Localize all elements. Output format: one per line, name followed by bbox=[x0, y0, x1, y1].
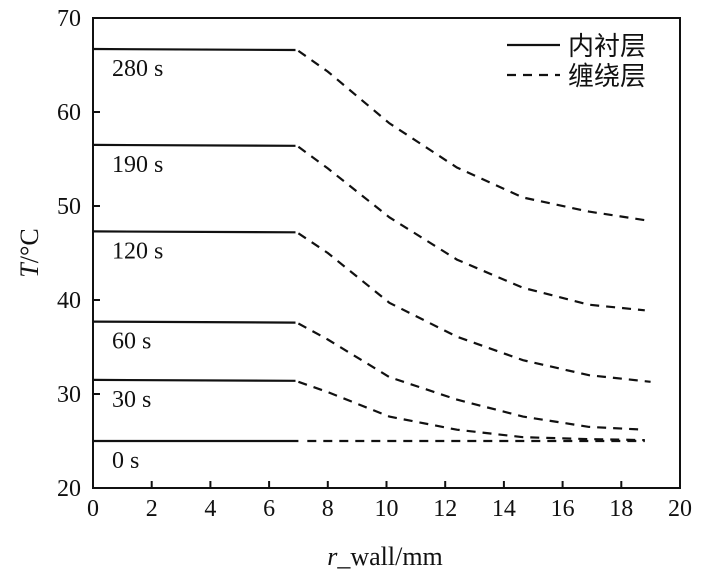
x-tick-label: 8 bbox=[322, 496, 334, 522]
legend: 内衬层 缠绕层 bbox=[507, 32, 646, 92]
lining-layer-line bbox=[92, 143, 296, 147]
x-tick-label: 10 bbox=[375, 496, 399, 522]
winding-layer-line bbox=[297, 232, 651, 383]
winding-layer-line bbox=[297, 145, 645, 312]
y-tick-label: 70 bbox=[57, 6, 81, 32]
curve-time-label: 60 s bbox=[112, 329, 151, 355]
curve-time-label: 0 s bbox=[112, 448, 139, 474]
winding-layer-line bbox=[298, 380, 645, 442]
y-tick-label: 20 bbox=[57, 476, 81, 502]
curve-time-label: 30 s bbox=[112, 387, 151, 413]
y-axis-title: T/°C bbox=[15, 228, 44, 277]
legend-label-winding: 缠绕层 bbox=[568, 62, 646, 92]
series-0s: 0 s bbox=[93, 439, 645, 474]
x-tick-label: 14 bbox=[492, 496, 516, 522]
series-30s: 30 s bbox=[92, 378, 645, 442]
x-tick-label: 12 bbox=[433, 496, 457, 522]
y-tick-label: 30 bbox=[57, 382, 81, 408]
x-axis-title: r_wall/mm bbox=[327, 542, 443, 571]
x-tick-label: 2 bbox=[146, 496, 158, 522]
x-tick-label: 20 bbox=[668, 496, 692, 522]
x-tick-label: 6 bbox=[263, 496, 275, 522]
axis-ticks: 0 2 4 6 8 10 12 14 16 18 20 20 30 40 50 60 70 bbox=[57, 6, 692, 522]
legend-label-lining: 内衬层 bbox=[568, 32, 646, 62]
x-tick-label: 0 bbox=[87, 496, 99, 522]
x-tick-label: 16 bbox=[551, 496, 575, 522]
x-tick-label: 18 bbox=[609, 496, 633, 522]
series-280s: 280 s bbox=[92, 47, 651, 223]
x-tick-label: 4 bbox=[204, 496, 216, 522]
winding-layer-line bbox=[297, 50, 651, 223]
chart-marks: 280 s 190 s 120 s 60 s 30 s 0 s bbox=[92, 47, 651, 474]
lining-layer-line bbox=[92, 47, 296, 52]
y-tick-label: 40 bbox=[57, 288, 81, 314]
curve-time-label: 190 s bbox=[112, 152, 163, 178]
series-60s: 60 s bbox=[92, 320, 645, 431]
winding-layer-line bbox=[297, 322, 645, 431]
lining-layer-line bbox=[92, 320, 296, 324]
series-120s: 120 s bbox=[92, 230, 651, 383]
lining-layer-line bbox=[92, 230, 296, 234]
lining-layer-line bbox=[92, 378, 296, 382]
curve-time-label: 120 s bbox=[112, 238, 163, 264]
y-tick-label: 60 bbox=[57, 100, 81, 126]
y-tick-label: 50 bbox=[57, 194, 81, 220]
curve-time-label: 280 s bbox=[112, 56, 163, 82]
series-190s: 190 s bbox=[92, 143, 645, 312]
